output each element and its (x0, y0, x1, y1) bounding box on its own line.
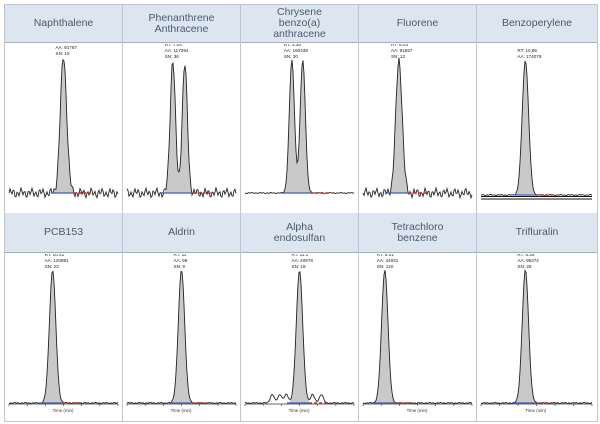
peak-annotation: SN: 28 (517, 264, 531, 269)
peak-annotation: AA: 117394 (165, 48, 189, 53)
peak-annotation: SN: 36 (165, 54, 179, 59)
chromatogram-panel: Trifluralin RT: 8.39 AA: 95374 SN: 28 Time (… (477, 213, 597, 421)
trace-line (362, 270, 473, 405)
panel-title: Aldrin (123, 213, 240, 253)
peak-area (375, 270, 395, 403)
panel-title: Benzoperylene (477, 5, 597, 43)
chromatogram-panel: Benzoperylene RT: 10.86 AA: 174079 (477, 5, 597, 213)
peak-annotation: RT: 11.1 (292, 254, 309, 257)
peak-area (177, 65, 193, 195)
peak-area (53, 59, 74, 194)
peak-annotation: RT: 10.86 (517, 48, 537, 53)
trace-line (481, 60, 593, 197)
peak-area (165, 63, 181, 194)
peak-annotation: SN: 23 (45, 264, 59, 269)
panel-title: Tetrachloro benzene (359, 213, 476, 253)
peak-annotation: AA: 40678 (292, 258, 314, 263)
peak-annotation: AA: 120891 (45, 258, 69, 263)
trace-line (126, 271, 237, 405)
peak-annotation: AA: 160438 (284, 48, 308, 53)
peak-area (389, 57, 409, 196)
x-axis-label: Time (min) (53, 408, 74, 413)
trace-line (126, 61, 237, 199)
peak-annotation: RT: 11 (174, 254, 187, 257)
panel-title: Phenanthrene Anthracene (123, 5, 240, 43)
peak-annotation: SN: 15 (56, 51, 70, 56)
panel-title: Alpha endosulfan (241, 213, 358, 253)
peak-annotation: SN: 120 (377, 264, 394, 269)
peak-annotation: RT: 8.04 (391, 44, 408, 47)
panel-title: PCB153 (5, 213, 122, 253)
trace-line (8, 270, 119, 405)
peak-annotation: AA: 95374 (517, 258, 539, 263)
trace-line (362, 57, 473, 200)
chromatogram-panel: Phenanthrene Anthracene RT: 7.04 AA: 11739… (123, 5, 241, 213)
chromatogram-panel: Chrysene benzo(a) anthracene RT: 3.36 AA: … (241, 5, 359, 213)
peak-annotation: SN: 9 (174, 264, 186, 269)
panel-title: Chrysene benzo(a) anthracene (241, 5, 358, 43)
peak-annotation: AA: 174079 (517, 54, 541, 59)
x-axis-label: Time (min) (289, 408, 310, 413)
trace-line (8, 58, 119, 199)
x-axis-label: Time (min) (525, 408, 546, 413)
peak-area (171, 271, 192, 403)
x-axis-label: Time (min) (407, 408, 428, 413)
peak-annotation: RT: 3.36 (284, 44, 301, 47)
trace-line (480, 268, 593, 404)
panel-title: Naphthalene (5, 5, 122, 43)
panel-title: Trifluralin (477, 213, 597, 253)
peak-annotation: RT: 7.04 (165, 44, 182, 47)
peak-area (43, 271, 63, 403)
peak-annotation: RT: 10.41 (45, 254, 65, 257)
peak-annotation: AA: 99 (174, 258, 188, 263)
chromatogram-panel: Alpha endosulfan RT: 11.1 AA: 40678 SN: 18 T… (241, 213, 359, 421)
trace-line (244, 271, 355, 404)
peak-annotation: SN: 18 (292, 264, 306, 269)
peak-annotation: AA: 81857 (391, 48, 413, 53)
peak-annotation: RT: 8.01 (377, 254, 394, 257)
chromatogram-panel: PCB153 RT: 10.41 AA: 120891 SN: 23 Time (min… (5, 213, 123, 421)
x-axis-label: Time (min) (171, 408, 192, 413)
peak-annotation: SN: 30 (284, 54, 298, 59)
peak-annotation: RT: 8.39 (517, 254, 534, 257)
chromatogram-panel: Fluorene RT: 8.04 AA: 81857 SN: 12 (359, 5, 477, 213)
peak-annotation: AA: 44931 (377, 258, 399, 263)
trace-line (244, 59, 355, 195)
chromatogram-panel: Tetrachloro benzene RT: 8.01 AA: 44931 SN: … (359, 213, 477, 421)
chromatogram-panel: Aldrin RT: 11 AA: 99 SN: 9 Time (min) (123, 213, 241, 421)
peak-annotation: SN: 12 (391, 54, 405, 59)
peak-area (289, 271, 310, 403)
panel-title: Fluorene (359, 5, 476, 43)
peak-annotation: AA: 91767 (56, 45, 78, 50)
peak-area (515, 61, 535, 195)
peak-area (515, 270, 535, 403)
